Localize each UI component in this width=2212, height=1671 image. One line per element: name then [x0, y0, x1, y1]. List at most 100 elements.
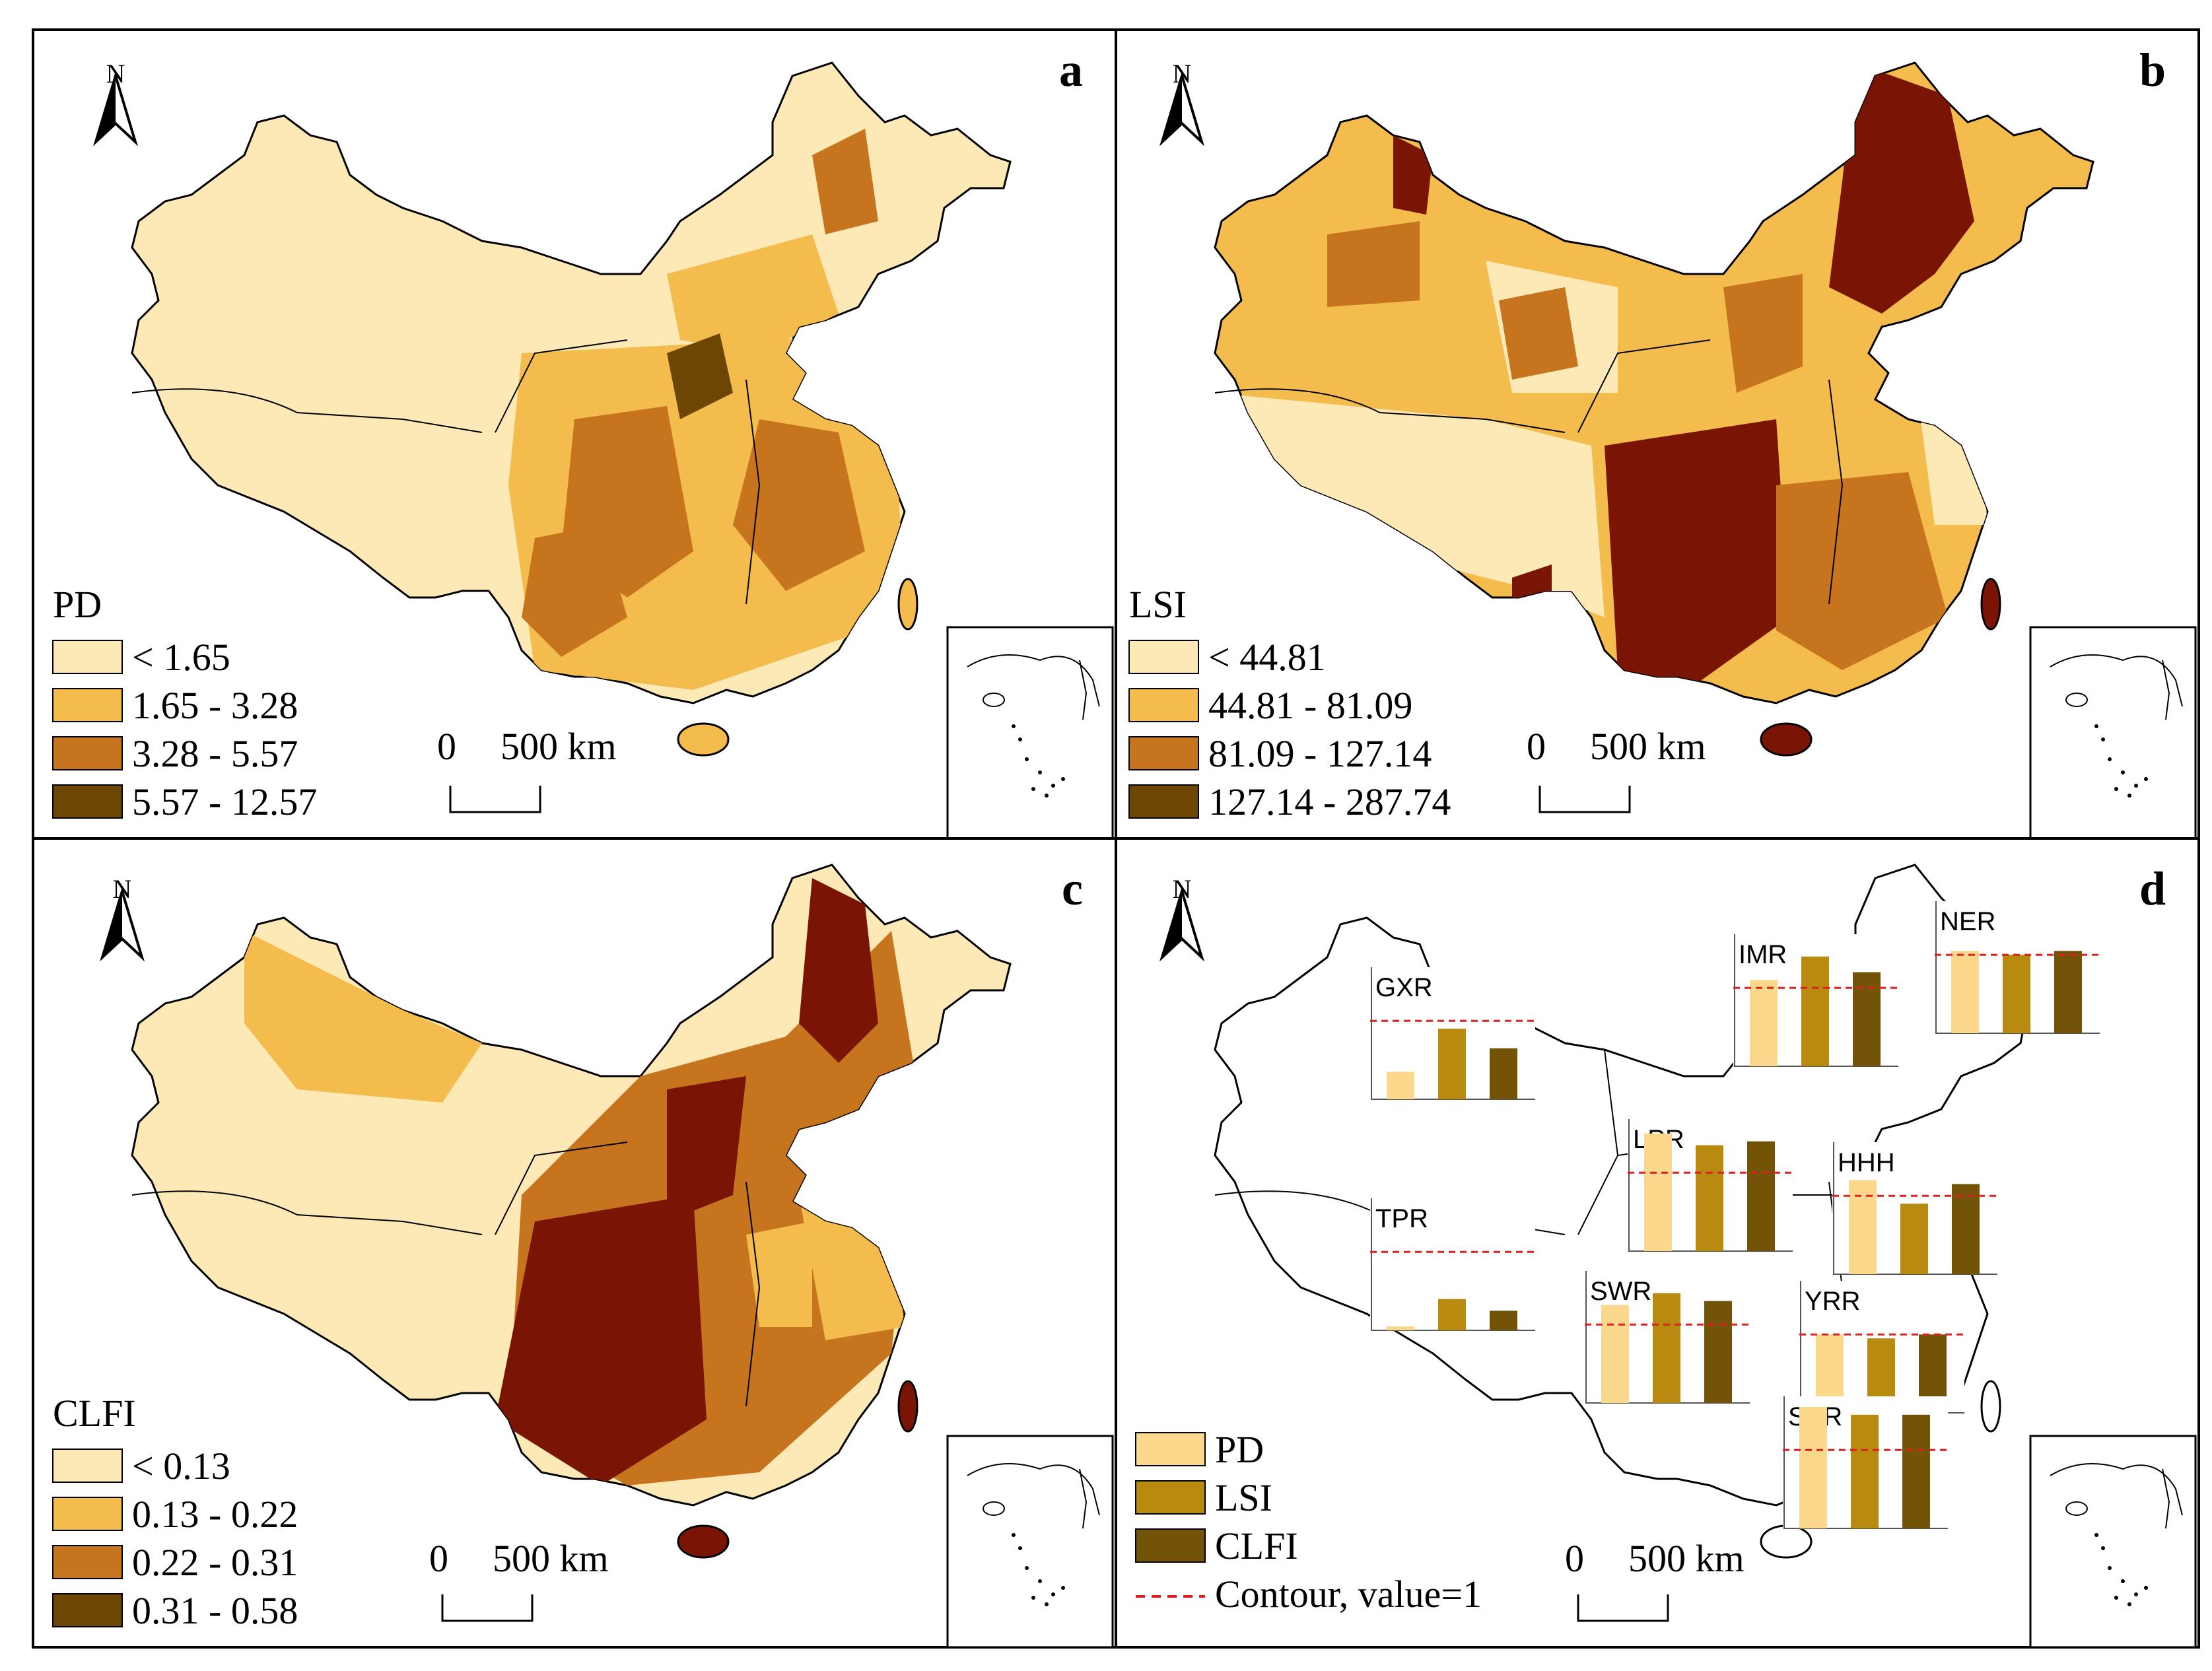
- legend-swatch-a-2: [52, 688, 123, 722]
- legend-label-b-2: 44.81 - 81.09: [1208, 684, 1412, 727]
- inset-map-d: [2029, 1435, 2197, 1649]
- inset-map-a: [946, 626, 1114, 840]
- scale-bar-b: [1538, 786, 1631, 813]
- legend-label-c-1: < 0.13: [132, 1445, 230, 1487]
- region-label: YRR: [1805, 1287, 1860, 1316]
- legend-label-d-4: Contour, value=1: [1215, 1573, 1482, 1616]
- region-chart-axis: [1734, 934, 1898, 1067]
- scale-label-b: 500 km: [1590, 725, 1706, 768]
- region-chart-axis: [1783, 1396, 1948, 1529]
- legend-title-pd: PD: [53, 583, 102, 626]
- bar-ner-lsi: [2003, 955, 2030, 1033]
- legend-label-a-2: 1.65 - 3.28: [132, 684, 298, 727]
- panel-letter-d: d: [2139, 862, 2166, 915]
- scale-bar-a: [449, 786, 541, 813]
- region-chart-imr: IMR: [1733, 934, 1898, 1067]
- bar-imr-lsi: [1801, 956, 1829, 1066]
- bar-lpr-pd: [1644, 1133, 1672, 1251]
- panel-letter-b: b: [2139, 44, 2166, 96]
- bar-gxr-pd: [1387, 1072, 1414, 1099]
- legend-label-b-4: 127.14 - 287.74: [1208, 780, 1451, 823]
- region-chart-hhh: HHH: [1832, 1142, 1997, 1275]
- bar-lpr-lsi: [1696, 1145, 1723, 1251]
- bar-tpr-clfi: [1490, 1311, 1517, 1330]
- legend-label-b-1: < 44.81: [1208, 636, 1326, 679]
- legend-title-clfi: CLFI: [53, 1392, 136, 1435]
- legend-label-d-2: LSI: [1215, 1476, 1272, 1519]
- region-chart-ser: SER: [1783, 1396, 1948, 1529]
- region-label: IMR: [1739, 940, 1787, 969]
- bar-lpr-clfi: [1747, 1141, 1775, 1251]
- legend-swatch-c-1: [52, 1449, 123, 1483]
- scale-bar-c: [441, 1594, 534, 1622]
- region-label: SWR: [1590, 1277, 1651, 1306]
- region-chart-axis: [1935, 901, 2100, 1034]
- scale-label-d: 500 km: [1628, 1537, 1745, 1580]
- legend-label-c-2: 0.13 - 0.22: [132, 1493, 298, 1536]
- region-chart-axis: [1585, 1271, 1750, 1404]
- north-label-a: N: [106, 59, 125, 88]
- scale-zero-d: 0: [1565, 1537, 1584, 1580]
- region-chart-gxr: GXR: [1370, 967, 1535, 1100]
- bar-gxr-lsi: [1438, 1029, 1466, 1099]
- region-chart-axis: [1371, 967, 1535, 1100]
- legend-label-d-1: PD: [1215, 1428, 1264, 1471]
- region-chart-lpr: LPR: [1628, 1119, 1793, 1252]
- bar-ner-clfi: [2054, 951, 2082, 1033]
- panel-a: N a PD < 1.65 1.65 - 3.28 3.28 - 5.57 5.…: [32, 28, 1117, 840]
- legend-swatch-b-4: [1128, 784, 1199, 819]
- panel-letter-c: c: [1062, 862, 1083, 915]
- region-chart-ner: NER: [1935, 901, 2100, 1034]
- north-label-d: N: [1173, 874, 1192, 904]
- bar-gxr-clfi: [1490, 1048, 1517, 1099]
- region-label: HHH: [1838, 1148, 1895, 1177]
- panel-b: N b LSI < 44.81 44.81 - 81.09 81.09 - 12…: [1115, 28, 2200, 840]
- bar-tpr-lsi: [1438, 1299, 1466, 1330]
- legend-swatch-a-4: [52, 784, 123, 819]
- inset-map-b: [2029, 626, 2197, 840]
- region-chart-tpr: TPR: [1370, 1198, 1535, 1331]
- region-chart-axis: [1833, 1142, 1997, 1275]
- legend-title-lsi: LSI: [1129, 583, 1187, 626]
- north-label-c: N: [113, 874, 132, 904]
- scale-bar-d: [1577, 1594, 1669, 1622]
- panel-letter-a: a: [1059, 44, 1083, 96]
- legend-label-a-4: 5.57 - 12.57: [132, 780, 317, 823]
- scale-label-a: 500 km: [501, 725, 617, 768]
- bar-swr-clfi: [1704, 1301, 1732, 1403]
- bar-hhh-pd: [1849, 1180, 1877, 1274]
- bar-swr-lsi: [1653, 1293, 1680, 1403]
- bar-ser-lsi: [1851, 1414, 1879, 1528]
- panel-d: N d GXR IMR NER LPR HHH TPR SWR YRR SER PD LSI C…: [1115, 837, 2200, 1649]
- legend-label-a-1: < 1.65: [132, 636, 230, 679]
- legend-label-c-4: 0.31 - 0.58: [132, 1589, 298, 1632]
- scale-label-c: 500 km: [493, 1537, 609, 1580]
- bar-ser-clfi: [1902, 1414, 1930, 1528]
- legend-swatch-a-3: [52, 736, 123, 770]
- region-chart-axis: [1371, 1198, 1535, 1331]
- bar-imr-pd: [1750, 980, 1778, 1066]
- region-label: NER: [1940, 907, 1995, 936]
- region-label: TPR: [1375, 1204, 1428, 1233]
- legend-swatch-c-4: [52, 1593, 123, 1627]
- regional-bar-charts: GXR IMR NER LPR HHH TPR SWR YRR SER: [1370, 901, 2100, 1529]
- bar-ner-pd: [1951, 951, 1979, 1033]
- legend-label-d-3: CLFI: [1215, 1524, 1298, 1567]
- scale-zero-c: 0: [429, 1537, 448, 1580]
- bar-tpr-pd: [1387, 1326, 1414, 1330]
- bar-ser-pd: [1799, 1406, 1827, 1528]
- legend-swatch-d-pd: [1135, 1432, 1206, 1466]
- legend-swatch-b-3: [1128, 736, 1199, 770]
- legend-swatch-d-clfi: [1135, 1528, 1206, 1563]
- legend-swatch-b-2: [1128, 688, 1199, 722]
- bar-imr-clfi: [1853, 972, 1881, 1066]
- scale-zero-a: 0: [437, 725, 456, 768]
- legend-swatch-b-1: [1128, 640, 1199, 674]
- panel-c: N c CLFI < 0.13 0.13 - 0.22 0.22 - 0.31 …: [32, 837, 1117, 1649]
- region-label: GXR: [1375, 973, 1433, 1002]
- legend-label-b-3: 81.09 - 127.14: [1208, 732, 1432, 775]
- legend-swatch-a-1: [52, 640, 123, 674]
- region-chart-swr: SWR: [1585, 1271, 1750, 1404]
- region-chart-axis: [1628, 1119, 1793, 1252]
